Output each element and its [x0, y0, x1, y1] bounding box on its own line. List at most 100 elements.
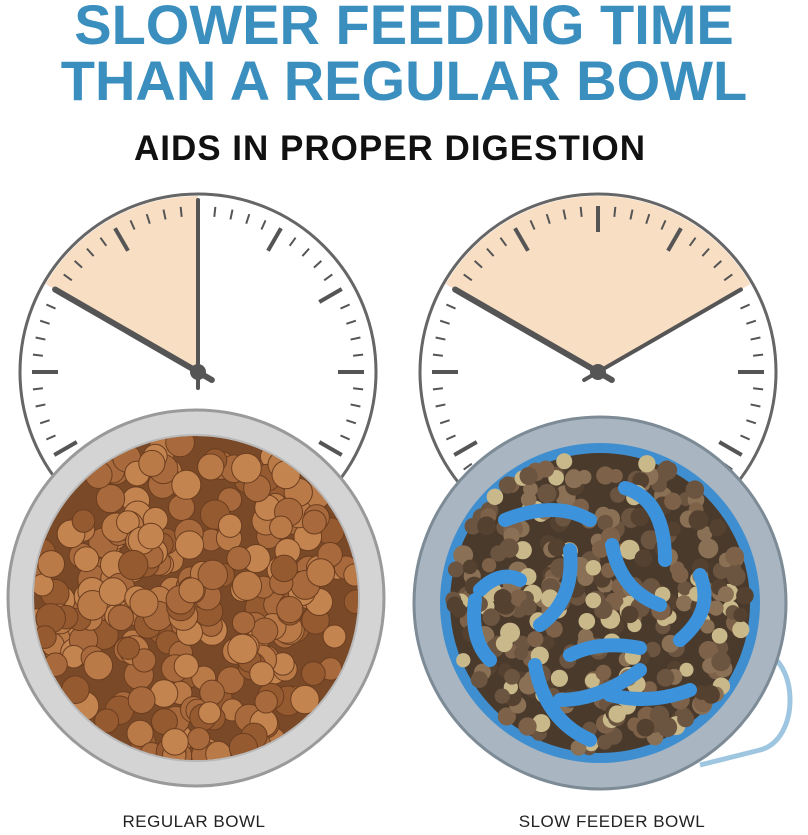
- kibble-piece: [71, 509, 96, 533]
- kibble-piece: [519, 466, 538, 486]
- clock-tick: [340, 303, 351, 310]
- kibble-piece: [495, 635, 513, 653]
- kibble-piece: [83, 650, 114, 681]
- clock-tick: [750, 336, 761, 341]
- clock-tick: [445, 303, 456, 310]
- kibble-piece: [532, 714, 551, 733]
- clock-tick: [688, 237, 697, 247]
- kibble-piece: [173, 653, 199, 679]
- title-line: THAN A REGULAR BOWL: [61, 49, 747, 112]
- bowl-label: SLOW FEEDER BOWL: [519, 812, 706, 831]
- kibble-piece: [37, 550, 66, 578]
- clock-hand: [452, 286, 615, 383]
- clock-tick: [318, 287, 343, 304]
- clock-hand: [52, 286, 215, 383]
- kibble-piece: [677, 710, 695, 728]
- kibble-piece: [676, 595, 693, 612]
- kibble-piece: [677, 580, 692, 596]
- kibble-piece: [725, 546, 744, 566]
- kibble-piece: [132, 648, 157, 673]
- kibble-piece: [499, 538, 519, 558]
- kibble-piece: [126, 719, 154, 747]
- kibble-piece: [171, 469, 202, 500]
- feeder-ridge: [605, 538, 667, 612]
- kibble-piece: [550, 669, 569, 687]
- clock-tick: [753, 353, 764, 357]
- kibble-piece: [711, 651, 731, 672]
- clock-tick: [435, 403, 446, 408]
- kibble-piece: [197, 559, 229, 591]
- kibble-piece: [276, 595, 304, 624]
- clock-tick: [463, 462, 473, 471]
- clock-tick: [340, 434, 351, 441]
- kibble-piece: [632, 472, 650, 489]
- kibble-piece: [129, 588, 159, 618]
- clock-tick: [545, 213, 551, 224]
- clock-center: [590, 364, 606, 380]
- kibble-piece: [645, 641, 661, 658]
- kibble-piece: [504, 668, 520, 685]
- clock-tick: [753, 387, 764, 391]
- kibble-piece: [498, 476, 517, 494]
- kibble-piece: [197, 453, 225, 481]
- clock-tick: [439, 319, 450, 325]
- kibble-piece: [94, 708, 120, 734]
- kibble-piece: [638, 455, 656, 473]
- kibble-piece: [217, 513, 243, 538]
- kibble-piece: [178, 577, 205, 604]
- kibble-piece: [107, 604, 135, 632]
- kibble-piece: [270, 554, 298, 583]
- kibble-piece: [269, 515, 293, 540]
- kibble-piece: [494, 688, 510, 704]
- kibble-piece: [685, 480, 705, 500]
- kibble-piece: [231, 570, 263, 601]
- kibble-piece: [578, 612, 596, 630]
- clock-tick: [213, 206, 217, 217]
- title-line: SLOWER FEEDING TIME: [74, 0, 734, 56]
- kibble-piece: [462, 559, 478, 575]
- clock-center: [190, 364, 206, 380]
- clock-tick: [660, 219, 667, 230]
- clock-tick: [45, 303, 56, 310]
- kibble-piece: [497, 707, 516, 726]
- kibble-piece: [227, 633, 258, 665]
- kibble-piece: [585, 592, 602, 609]
- kibble-piece: [717, 586, 734, 603]
- kibble: [34, 436, 358, 760]
- kibble-piece: [520, 491, 537, 508]
- feeder-ridge: [603, 683, 697, 706]
- kibble-piece: [709, 518, 727, 537]
- kibble-piece: [118, 549, 149, 581]
- kibble-piece: [301, 661, 326, 686]
- kibble-piece: [447, 561, 464, 578]
- kibble-piece: [697, 526, 713, 542]
- kibble-piece: [127, 686, 156, 715]
- clock-tick: [723, 273, 733, 282]
- kibble-piece: [446, 596, 464, 614]
- clock-tick: [288, 237, 297, 247]
- kibble-piece: [493, 589, 512, 607]
- kibble-piece: [630, 507, 650, 527]
- kibble-piece: [216, 666, 245, 695]
- clock-tick: [353, 387, 364, 391]
- clock-tick: [179, 206, 183, 217]
- kibble-piece: [540, 635, 555, 651]
- clock-tick: [432, 353, 443, 357]
- clock-tick: [439, 419, 450, 425]
- kibble-piece: [73, 546, 100, 573]
- clock-tick: [746, 419, 757, 425]
- kibble-piece: [470, 671, 488, 689]
- kibble-piece: [138, 449, 166, 477]
- kibble-piece: [301, 509, 327, 535]
- clock-tick: [301, 247, 310, 257]
- kibble-piece: [98, 577, 128, 606]
- clock-tick: [63, 273, 73, 282]
- clock-tick: [32, 353, 43, 357]
- kibble-piece: [679, 662, 694, 677]
- kibble-piece: [657, 460, 678, 481]
- clock-tick: [346, 319, 357, 325]
- kibble-piece: [527, 631, 544, 648]
- kibble-piece: [666, 521, 681, 537]
- clock-tick: [562, 209, 567, 220]
